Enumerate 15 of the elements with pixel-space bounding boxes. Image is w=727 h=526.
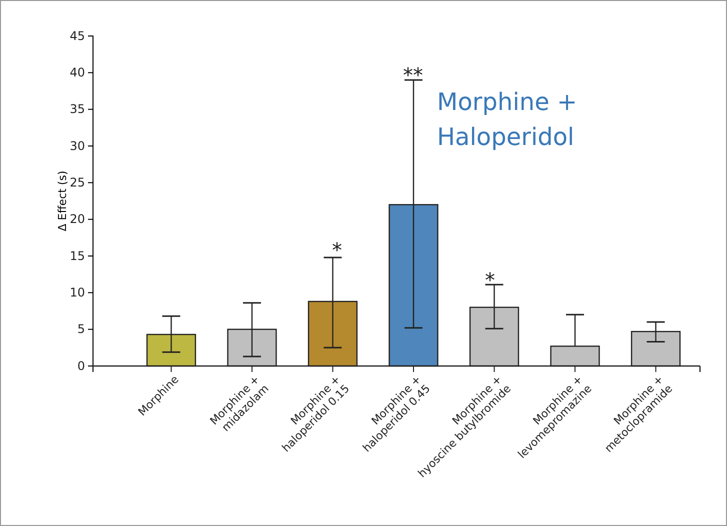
y-tick-label: 0: [77, 358, 85, 373]
y-tick-label: 45: [70, 28, 85, 43]
y-tick-label: 10: [70, 286, 85, 300]
y-tick-label: 20: [70, 212, 85, 226]
y-tick-label: 15: [70, 248, 85, 263]
y-tick-label: 5: [77, 322, 85, 336]
y-axis-title: Δ Effect (s): [56, 170, 69, 232]
y-tick-label: 35: [70, 102, 85, 116]
annotation: *: [332, 238, 342, 262]
annotation: **: [403, 63, 423, 87]
y-tick-label: 30: [70, 138, 85, 153]
annotation: *: [485, 268, 495, 292]
y-tick-label: 40: [70, 66, 85, 80]
y-tick-label: 25: [70, 176, 85, 190]
annotation: Morphine + Haloperidol: [437, 88, 578, 151]
